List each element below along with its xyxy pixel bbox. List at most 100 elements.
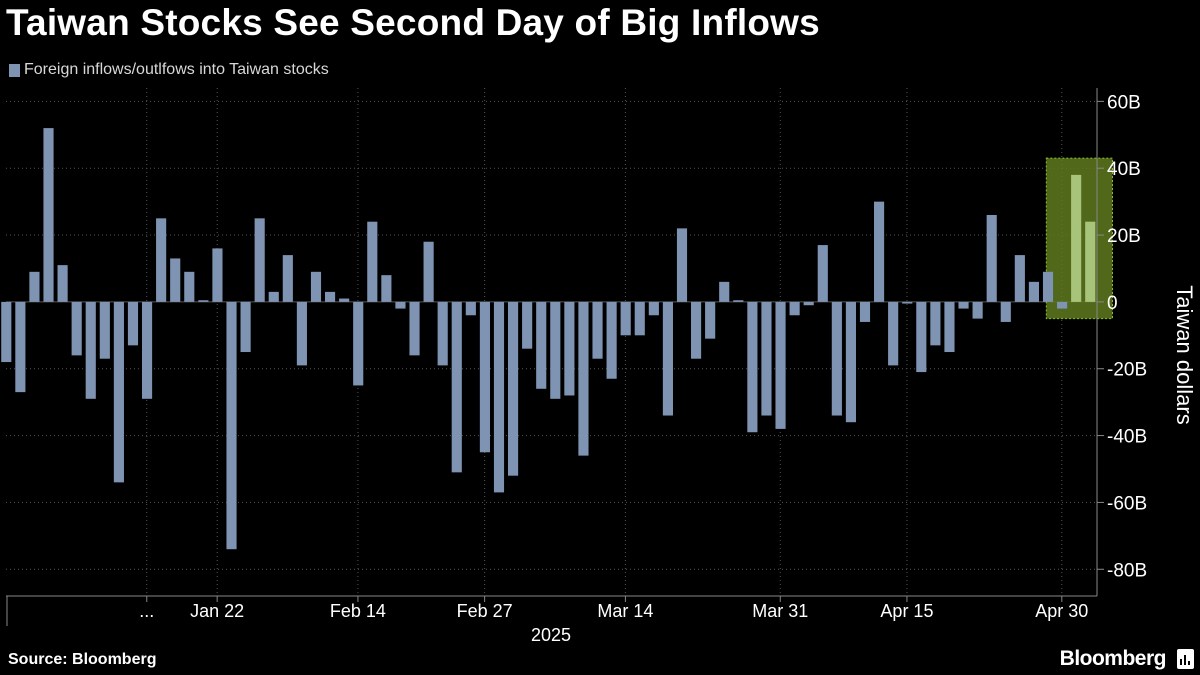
- bar: [451, 301, 462, 473]
- bar: [43, 128, 54, 302]
- bloomberg-logo: Bloomberg: [1059, 647, 1167, 670]
- bar: [141, 301, 153, 399]
- bar: [888, 301, 899, 366]
- bar: [606, 301, 617, 379]
- bar: [648, 301, 659, 316]
- bar: [437, 301, 448, 366]
- bar: [170, 258, 181, 302]
- source-note: Source: Bloomberg: [8, 651, 157, 668]
- x-tick-label: Mar 14: [597, 601, 653, 621]
- y-tick-label: -20B: [1107, 360, 1147, 381]
- bar: [339, 298, 350, 302]
- bar: [916, 301, 927, 373]
- bar: [761, 301, 772, 416]
- bar: [1000, 301, 1011, 322]
- bar: [324, 291, 336, 302]
- y-tick-label: -80B: [1107, 560, 1147, 581]
- bar: [15, 301, 26, 393]
- bar: [902, 301, 913, 304]
- x-tick-label: Feb 14: [330, 601, 386, 621]
- bar: [536, 301, 547, 389]
- bar: [719, 281, 730, 302]
- bar: [831, 301, 842, 416]
- bar: [1085, 221, 1096, 302]
- bar: [113, 301, 124, 483]
- y-axis-title: Taiwan dollars: [1172, 285, 1197, 424]
- bar: [198, 300, 209, 302]
- bar: [944, 301, 955, 353]
- bar: [226, 301, 237, 550]
- y-tick-label: 60B: [1107, 92, 1141, 113]
- bar: [859, 301, 871, 322]
- year-label: 2025: [531, 625, 571, 645]
- bar: [930, 301, 941, 346]
- bar: [733, 300, 744, 302]
- bar: [479, 301, 490, 453]
- bar: [367, 221, 378, 302]
- bar: [620, 301, 631, 336]
- bar: [296, 301, 307, 366]
- y-tick-label: -60B: [1107, 493, 1147, 514]
- bloomberg-chart-icon: [1177, 649, 1194, 669]
- x-tick-label: Apr 30: [1035, 601, 1088, 621]
- y-tick-label: 0: [1107, 293, 1118, 314]
- bar: [705, 301, 716, 339]
- bar: [1071, 174, 1082, 302]
- x-tick-label: Feb 27: [457, 601, 513, 621]
- bar: [775, 301, 786, 429]
- bar: [522, 301, 533, 349]
- bar: [127, 301, 139, 346]
- bar: [986, 215, 997, 302]
- legend: Foreign inflows/outlfows into Taiwan sto…: [9, 61, 329, 79]
- bar: [282, 255, 293, 302]
- bar: [254, 218, 265, 302]
- bar: [57, 265, 68, 302]
- bar: [395, 301, 406, 309]
- bar: [789, 301, 800, 316]
- bar: [845, 301, 856, 423]
- bar: [1042, 271, 1054, 302]
- bar: [409, 301, 420, 356]
- bar: [465, 301, 476, 316]
- bar: [423, 241, 434, 302]
- bar: [156, 218, 167, 302]
- y-tick-label: -40B: [1107, 427, 1147, 448]
- bar: [691, 301, 702, 359]
- y-tick-label: 20B: [1107, 226, 1141, 247]
- bar: [592, 301, 603, 359]
- chart-title: Taiwan Stocks See Second Day of Big Infl…: [6, 2, 820, 43]
- bar: [381, 275, 392, 302]
- bar: [803, 301, 814, 306]
- bar: [1057, 301, 1068, 309]
- x-tick-label: Apr 15: [880, 601, 933, 621]
- bar: [240, 301, 251, 353]
- bar: [564, 301, 575, 396]
- bar: [1014, 255, 1025, 302]
- bar: [874, 201, 885, 302]
- bar: [508, 301, 519, 476]
- bar: [747, 301, 758, 433]
- bar: [550, 301, 561, 399]
- x-tick-label: Jan 22: [190, 601, 244, 621]
- x-tick-label: ...: [139, 601, 154, 621]
- bar: [310, 271, 322, 302]
- bar: [353, 301, 364, 386]
- bar: [212, 248, 223, 302]
- bar: [184, 271, 195, 302]
- bar: [972, 301, 983, 319]
- bar: [1028, 281, 1040, 302]
- bar: [85, 301, 96, 399]
- bar: [817, 245, 828, 302]
- bar: [99, 301, 110, 359]
- legend-swatch: [9, 63, 20, 77]
- y-tick-label: 40B: [1107, 159, 1141, 180]
- bar: [578, 301, 589, 456]
- legend-label: Foreign inflows/outlfows into Taiwan sto…: [24, 61, 329, 78]
- bar-chart: 60B 40B 20B 0 -20B -40B -60B -80B Taiwan dollars…: [1, 88, 1197, 645]
- bar: [29, 271, 40, 302]
- bar: [676, 228, 688, 302]
- bar: [958, 301, 969, 309]
- x-tick-label: Mar 31: [752, 601, 808, 621]
- bar: [1, 301, 12, 363]
- bar: [493, 301, 505, 493]
